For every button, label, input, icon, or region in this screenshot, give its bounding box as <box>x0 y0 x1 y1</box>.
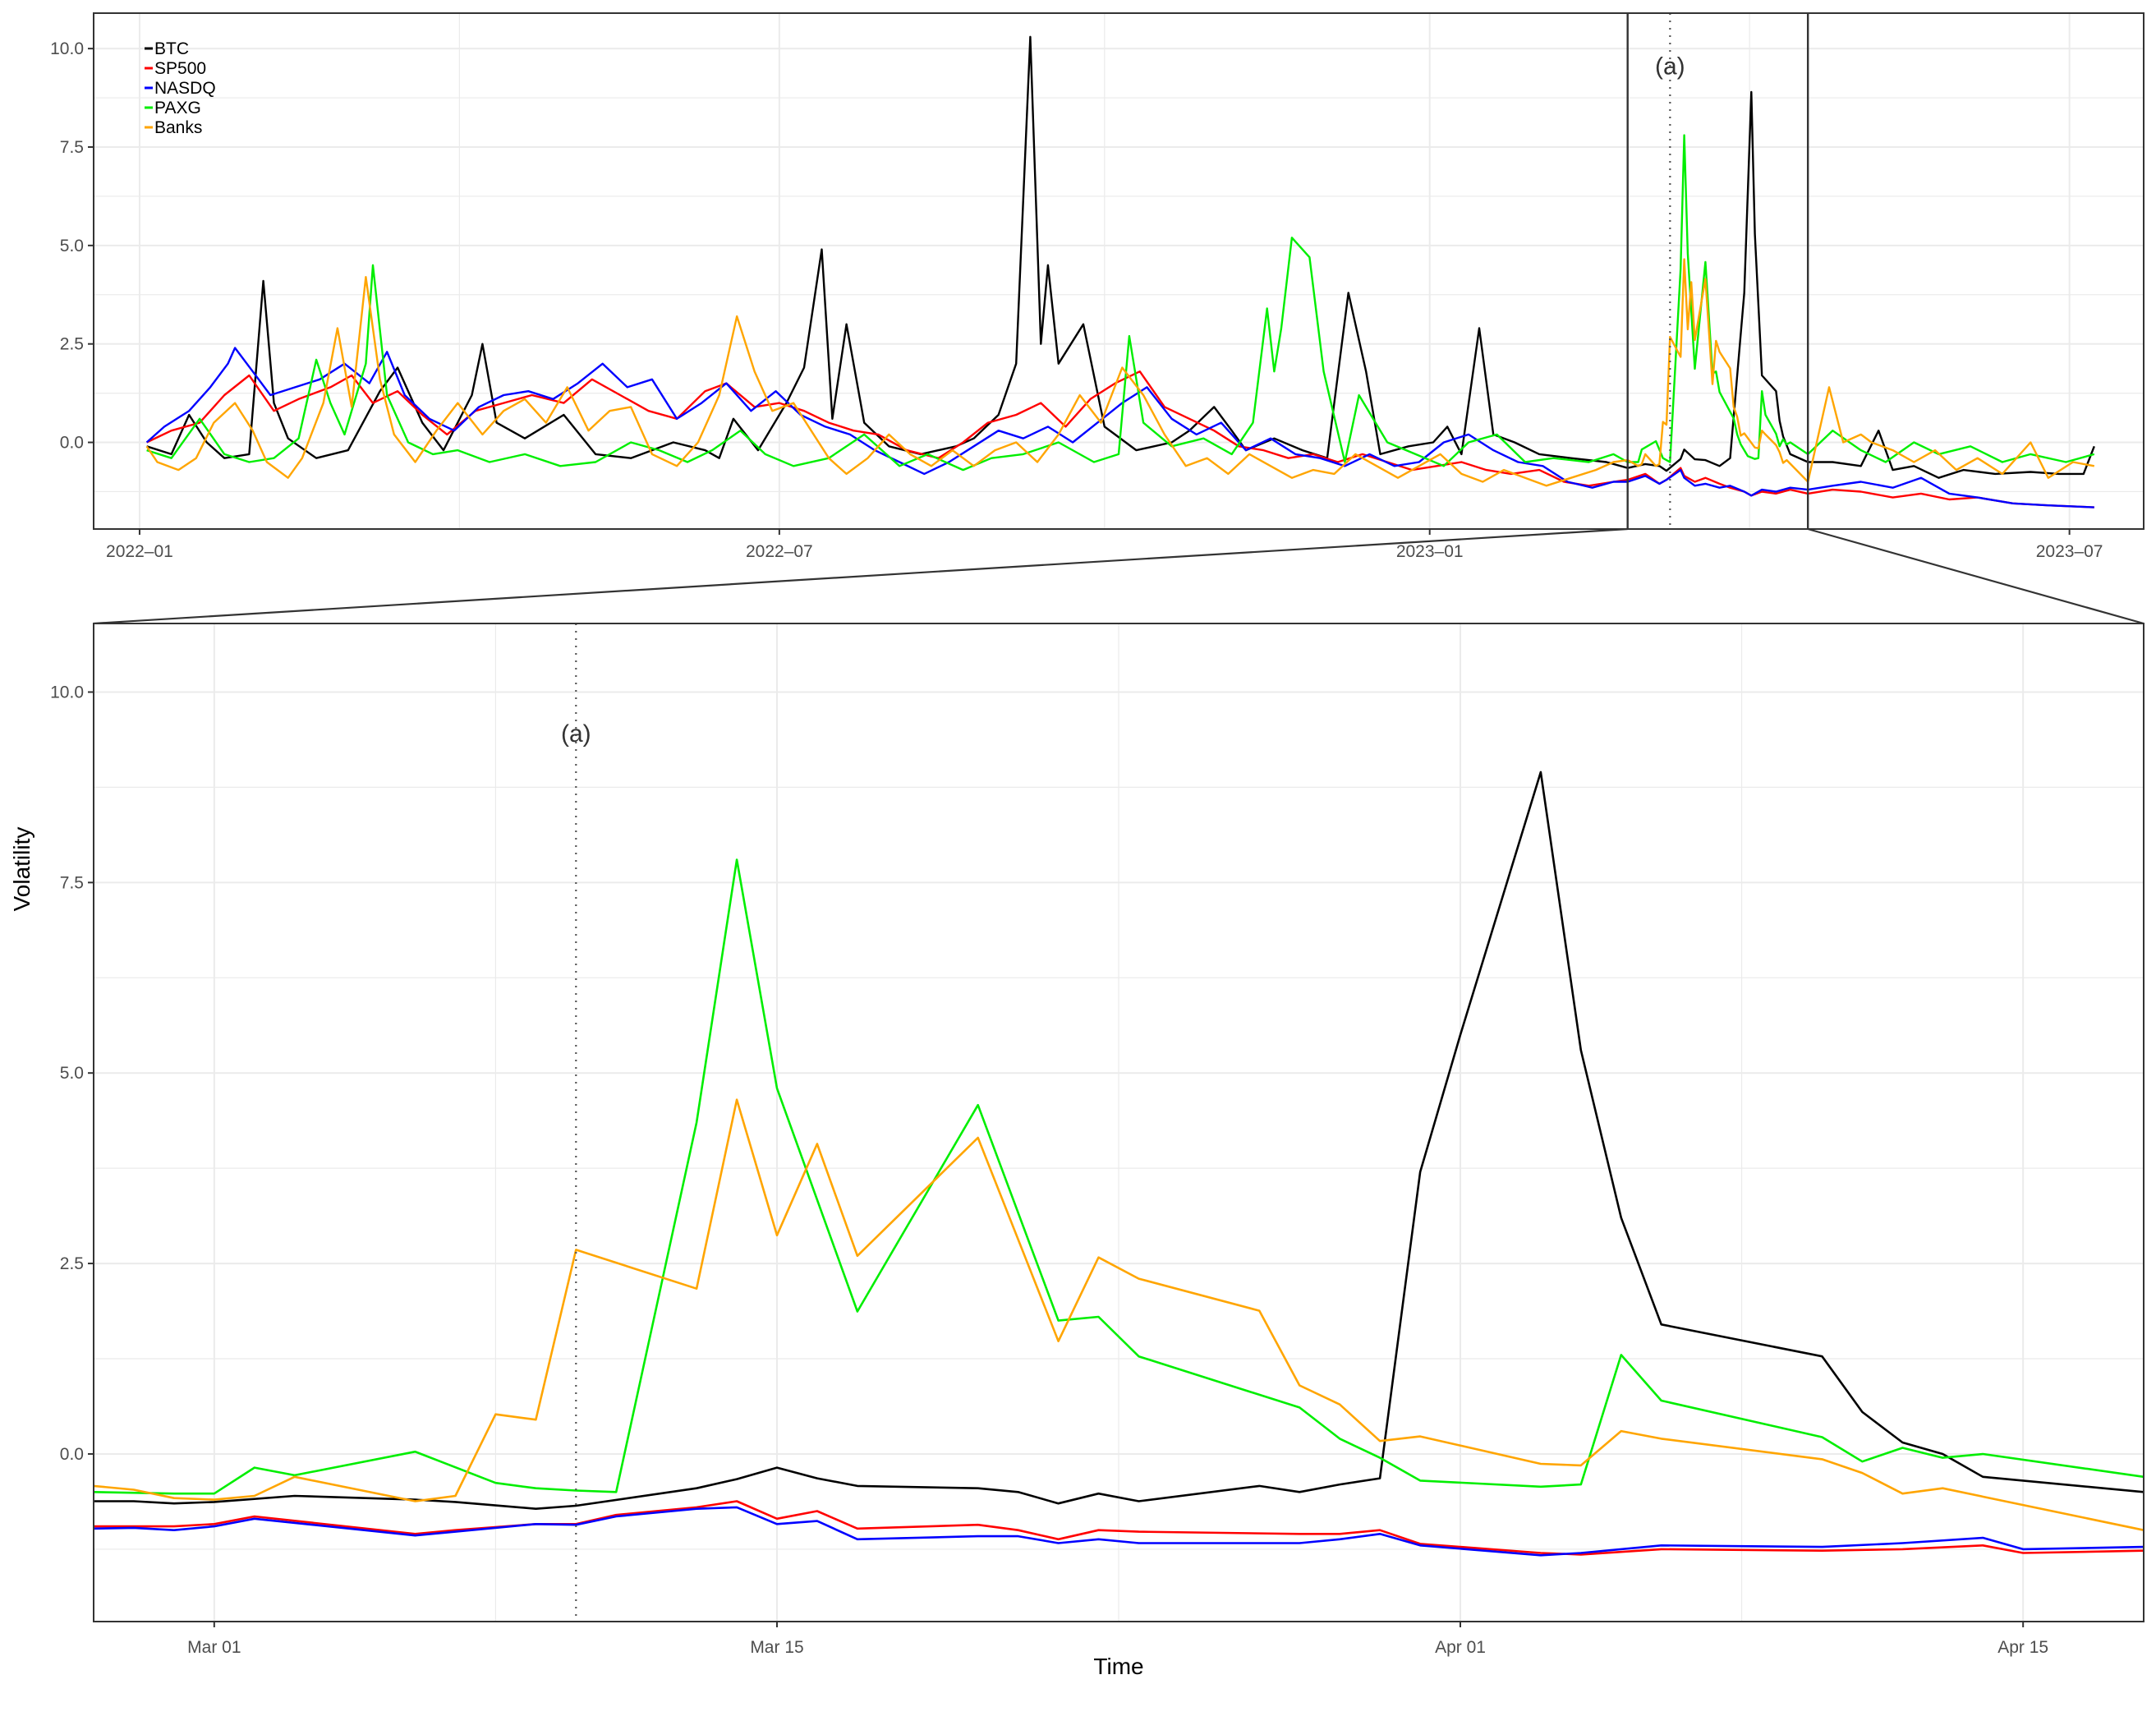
overview-series-line-btc <box>146 35 2095 479</box>
zoom-y-axis: 0.0 2.5 5.0 7.5 10.0 <box>50 683 94 1464</box>
overview-y-tick-label: 0.0 <box>60 434 84 453</box>
legend-label-paxg: PAXG <box>154 99 201 117</box>
zoom-series-line-nasdq <box>93 1506 2145 1557</box>
overview-y-tick-label: 5.0 <box>60 237 84 255</box>
zoom-y-tick-label: 7.5 <box>60 873 84 892</box>
overview-y-axis: 0.0 2.5 5.0 7.5 10.0 <box>50 39 94 453</box>
overview-y-tick-label: 2.5 <box>60 335 84 354</box>
zoom-annotation-label: (a) <box>561 720 591 748</box>
zoom-y-tick-label: 10.0 <box>50 683 84 702</box>
zoom-series-line-sp500 <box>94 1500 2145 1556</box>
overview-annotation-label: (a) <box>1655 53 1685 80</box>
zoom-y-tick-label: 0.0 <box>60 1445 84 1464</box>
zoom-connector-left <box>93 527 1628 625</box>
overview-x-tick-label: 2023–07 <box>2036 542 2103 561</box>
zoom-y-tick-label: 5.0 <box>60 1064 84 1083</box>
zoom-connector-lines <box>93 527 2145 625</box>
zoom-window-box <box>1626 13 1809 529</box>
overview-series-line-paxg <box>146 134 2095 472</box>
overview-series-lines <box>145 35 2095 508</box>
zoom-y-tick-label: 2.5 <box>60 1254 84 1273</box>
zoom-x-tick-label: Apr 15 <box>1997 1638 2048 1657</box>
zoom-annotation: (a) <box>561 623 591 1622</box>
y-axis-title: Volatility <box>9 827 34 912</box>
overview-y-tick-label: 7.5 <box>60 138 84 157</box>
overview-x-tick-label: 2022–07 <box>746 542 813 561</box>
zoom-series-lines <box>93 771 2145 1557</box>
overview-x-tick-label: 2022–01 <box>106 542 173 561</box>
legend-label-banks: Banks <box>154 118 202 137</box>
overview-panel-frame <box>93 12 2145 530</box>
zoom-series-line-banks <box>93 1098 2145 1531</box>
overview-y-tick-label: 10.0 <box>50 39 84 58</box>
legend-label-sp500: SP500 <box>154 59 206 78</box>
zoom-connector-right <box>1807 527 2145 625</box>
overview-panel: (a) 0.0 2.5 5.0 7.5 10.0 2022–01 2022–07 2023–… <box>50 12 2145 561</box>
zoom-panel-frame <box>93 623 2145 1622</box>
overview-x-tick-label: 2023–01 <box>1396 542 1464 561</box>
zoom-x-axis: Mar 01 Mar 15 Apr 01 Apr 15 <box>187 1622 2048 1657</box>
zoom-x-tick-label: Mar 01 <box>187 1638 241 1657</box>
zoom-panel: (a) 0.0 2.5 5.0 7.5 10.0 Mar 01 Mar 15 Apr 01 A… <box>9 623 2145 1679</box>
zoom-x-tick-label: Mar 15 <box>750 1638 803 1657</box>
legend-label-nasdq: NASDQ <box>154 79 216 98</box>
zoom-series-line-btc <box>94 771 2145 1510</box>
zoom-series-line-paxg <box>93 858 2145 1495</box>
x-axis-title: Time <box>1093 1654 1143 1679</box>
zoom-grid <box>94 623 2144 1622</box>
overview-x-axis: 2022–01 2022–07 2023–01 2023–07 <box>106 529 2103 561</box>
legend-label-btc: BTC <box>154 39 189 58</box>
overview-annotation: (a) <box>1655 13 1685 529</box>
zoom-x-tick-label: Apr 01 <box>1435 1638 1486 1657</box>
overview-series-line-banks <box>145 258 2095 487</box>
